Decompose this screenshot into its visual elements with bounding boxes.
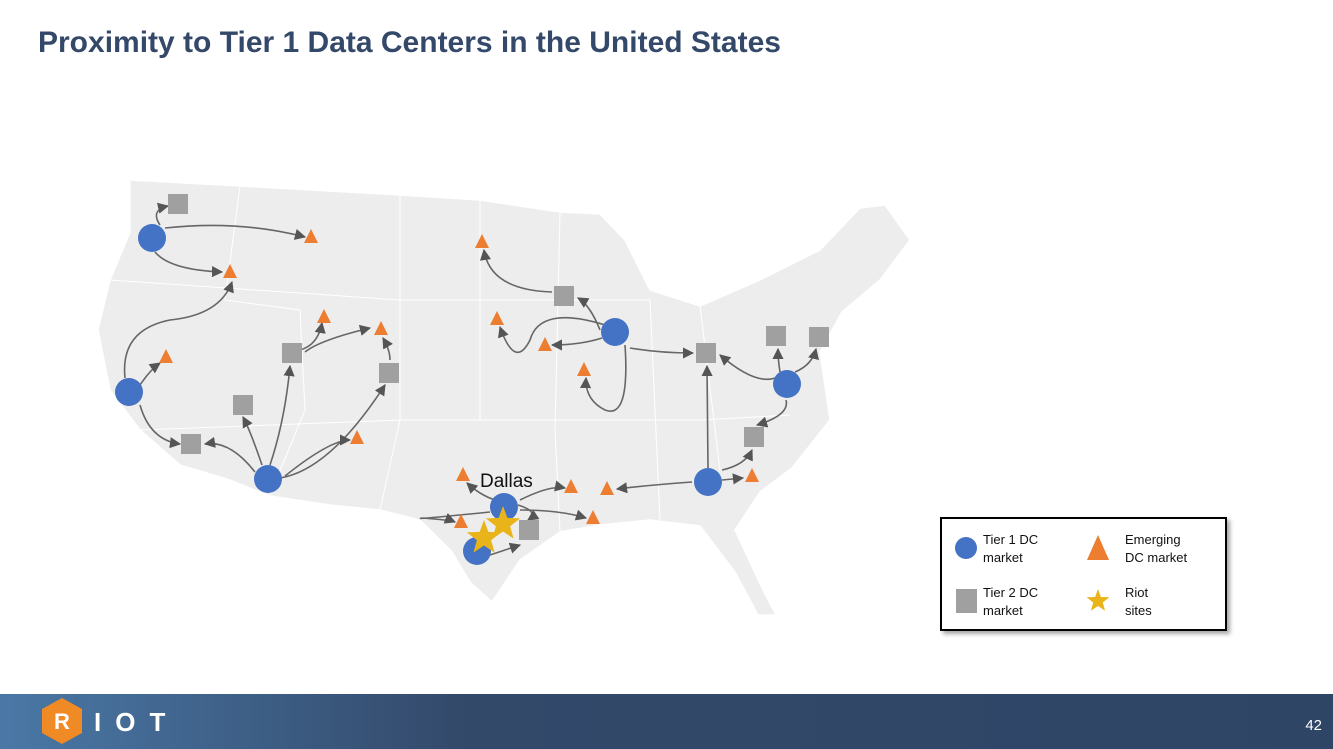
logo-letter: R (54, 709, 70, 734)
emerging-market (577, 362, 591, 376)
legend-tier1-icon (955, 537, 977, 559)
tier1-market (254, 465, 282, 493)
connection-arrow (419, 511, 491, 524)
connection-arrow (550, 337, 603, 351)
logo-hexagon (42, 698, 82, 744)
state-lines (109, 185, 791, 533)
emerging-market (350, 430, 364, 444)
connection-arrow (519, 480, 567, 501)
logo-text: IOT (94, 707, 179, 737)
connection-arrow (517, 504, 540, 521)
legend-label: market (983, 550, 1023, 565)
connection-arrow (269, 364, 295, 466)
connection-arrow (489, 542, 522, 556)
tier1-market (773, 370, 801, 398)
tier2-market (181, 434, 201, 454)
emerging-market (600, 481, 614, 495)
connection-arrow (498, 317, 606, 354)
connection-arrow (755, 399, 788, 428)
tier2-market (168, 194, 188, 214)
slide-title: Proximity to Tier 1 Data Centers in the … (38, 26, 781, 59)
emerging-market (745, 468, 759, 482)
connection-arrow (304, 324, 372, 353)
emerging-market (304, 229, 318, 243)
connection-arrow (629, 347, 695, 359)
connection-arrow (154, 251, 224, 278)
tier2-market (766, 326, 786, 346)
tier1-market (601, 318, 629, 346)
riot-site (485, 506, 521, 539)
tier1-market (490, 493, 518, 521)
connection-arrow (579, 344, 627, 412)
legend-label: DC market (1125, 550, 1188, 565)
emerging-market (586, 510, 600, 524)
legend-riot-icon (1086, 589, 1110, 611)
connection-arrow (203, 436, 256, 473)
tier2-market (233, 395, 253, 415)
connection-arrow (721, 473, 745, 485)
markers (115, 194, 829, 565)
legend-emerging-icon (1087, 535, 1109, 560)
connection-arrow (577, 297, 601, 331)
footer-band (0, 694, 1333, 749)
connection-arrow (242, 416, 263, 466)
emerging-market (475, 234, 489, 248)
tier2-market (809, 327, 829, 347)
connection-arrow (279, 384, 386, 479)
emerging-market (317, 309, 331, 323)
tier2-market (554, 286, 574, 306)
emerging-market (490, 311, 504, 325)
legend-tier2-icon (956, 589, 977, 613)
riot-site (466, 520, 502, 553)
connection-arrow (721, 448, 753, 471)
connection-arrow (382, 337, 393, 361)
tier2-market (744, 427, 764, 447)
tier2-market (696, 343, 716, 363)
connection-arrow (284, 434, 352, 477)
city-label: Dallas (480, 471, 533, 492)
connection-arrow (794, 347, 819, 373)
connection-arrow (139, 362, 161, 386)
connection-arrow (701, 364, 713, 469)
legend-label: Tier 1 DC (983, 532, 1038, 547)
legend-label: Riot (1125, 585, 1149, 600)
us-map (97, 179, 911, 616)
connection-arrow (772, 347, 784, 373)
connection-arrow (139, 404, 182, 449)
connection-arrow (164, 224, 307, 240)
tier1-market (694, 468, 722, 496)
legend-label: Tier 2 DC (983, 585, 1038, 600)
tier1-market (138, 224, 166, 252)
legend-label: sites (1125, 603, 1152, 618)
connection-arrow (123, 280, 234, 379)
emerging-market (454, 514, 468, 528)
connection-arrow (479, 248, 553, 293)
connection-arrow (519, 509, 588, 521)
connection-arrow (299, 321, 326, 351)
legend-box (940, 517, 1227, 631)
connection-arrow (719, 354, 776, 381)
tier1-market (115, 378, 143, 406)
legend-label: market (983, 603, 1023, 618)
connection-arrow (615, 481, 693, 494)
page-number: 42 (1305, 717, 1322, 734)
emerging-market (456, 467, 470, 481)
tier2-market (519, 520, 539, 540)
connection-arrow (155, 202, 170, 226)
emerging-market (159, 349, 173, 363)
tier2-market (379, 363, 399, 383)
emerging-market (564, 479, 578, 493)
legend-label: Emerging (1125, 532, 1181, 547)
emerging-market (223, 264, 237, 278)
emerging-market (374, 321, 388, 335)
emerging-market (538, 337, 552, 351)
arrows (123, 202, 819, 556)
tier2-market (282, 343, 302, 363)
